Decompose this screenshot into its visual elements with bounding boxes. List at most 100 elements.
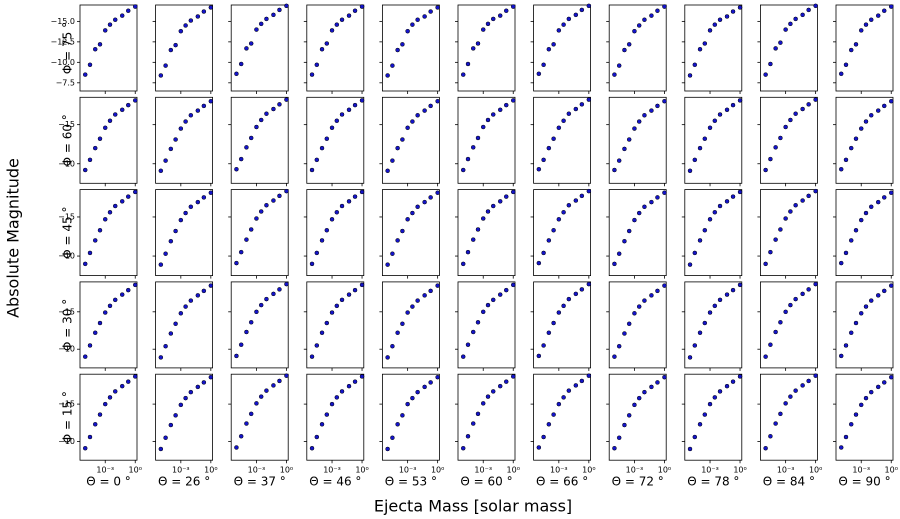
data-point [254, 27, 259, 32]
data-point [405, 125, 410, 131]
data-point [853, 412, 859, 417]
data-point [112, 389, 118, 394]
data-point [102, 310, 108, 315]
x-tick-label: 10⁰ [733, 466, 746, 475]
data-point [813, 281, 818, 287]
data-point [616, 63, 622, 68]
data-point [359, 374, 365, 379]
data-point [556, 125, 562, 131]
data-point [264, 202, 269, 208]
data-point [642, 298, 647, 303]
data-point [712, 118, 718, 124]
x-tick-label: 10⁰ [129, 466, 142, 475]
data-point [284, 188, 289, 194]
data-point [258, 117, 264, 123]
data-point [556, 310, 562, 315]
data-point [314, 250, 320, 256]
y-tick-label: −15.0 [50, 17, 75, 26]
data-point [662, 98, 667, 104]
data-point [258, 209, 264, 214]
data-point [881, 380, 887, 385]
data-point [858, 126, 864, 131]
data-point [319, 46, 325, 52]
data-point [712, 395, 718, 400]
data-point [158, 355, 164, 360]
data-point [649, 293, 654, 298]
data-point [793, 16, 798, 22]
data-point [737, 5, 743, 10]
column-label: Θ = 0 ° [86, 475, 131, 489]
data-point [868, 113, 874, 118]
data-point [662, 190, 667, 195]
column-label: Θ = 46 ° [309, 475, 361, 489]
data-point [309, 261, 315, 267]
data-point [428, 103, 433, 109]
data-point [510, 282, 516, 288]
data-point [848, 47, 854, 53]
data-point [783, 27, 788, 32]
data-point [888, 98, 894, 104]
data-point [158, 168, 164, 174]
column-label: Θ = 90 ° [838, 475, 890, 489]
data-point [697, 238, 703, 243]
data-point [793, 202, 798, 208]
data-point [692, 157, 698, 163]
data-point [97, 320, 103, 326]
data-point [773, 329, 778, 335]
x-tick-label: 10⁰ [355, 466, 368, 475]
data-point [768, 61, 773, 67]
data-point [334, 395, 340, 400]
data-point [843, 157, 849, 163]
data-point [107, 210, 113, 215]
y-tick-label: −12.5 [50, 37, 75, 46]
data-point [82, 72, 88, 77]
data-point [125, 287, 131, 293]
data-point [503, 287, 509, 293]
data-point [888, 374, 894, 380]
data-point [763, 261, 768, 267]
data-point [503, 102, 509, 108]
data-point [87, 157, 93, 163]
data-point [783, 401, 788, 406]
data-point [334, 22, 340, 27]
data-point [490, 297, 496, 303]
data-point [497, 292, 503, 297]
data-point [697, 422, 703, 427]
data-point [551, 320, 556, 326]
data-point [309, 72, 315, 77]
data-point [475, 411, 481, 417]
data-point [284, 281, 289, 287]
data-point [768, 342, 773, 347]
data-point [234, 260, 239, 266]
data-point [470, 46, 476, 51]
data-point [888, 283, 894, 288]
panel-frame [835, 373, 894, 461]
data-point [102, 217, 108, 222]
data-point [244, 145, 249, 150]
data-point [168, 47, 174, 53]
data-point [632, 311, 637, 316]
data-point [385, 355, 390, 360]
data-point [561, 395, 566, 400]
data-point [838, 260, 844, 266]
data-point [271, 198, 276, 203]
data-point [702, 41, 708, 46]
data-point [112, 112, 118, 117]
data-point [238, 249, 244, 255]
data-point [470, 145, 476, 150]
data-point [248, 411, 254, 417]
data-point [773, 145, 778, 150]
panel-frame [155, 373, 214, 461]
data-point [536, 71, 542, 77]
data-point [717, 203, 723, 209]
data-point [783, 216, 788, 221]
data-point [632, 217, 637, 223]
data-point [800, 291, 805, 297]
data-point [763, 354, 768, 359]
data-point [319, 330, 325, 336]
data-point [888, 4, 894, 9]
data-point [806, 378, 811, 384]
data-point [702, 320, 708, 326]
data-point [329, 28, 335, 33]
panel-frame [835, 189, 894, 277]
